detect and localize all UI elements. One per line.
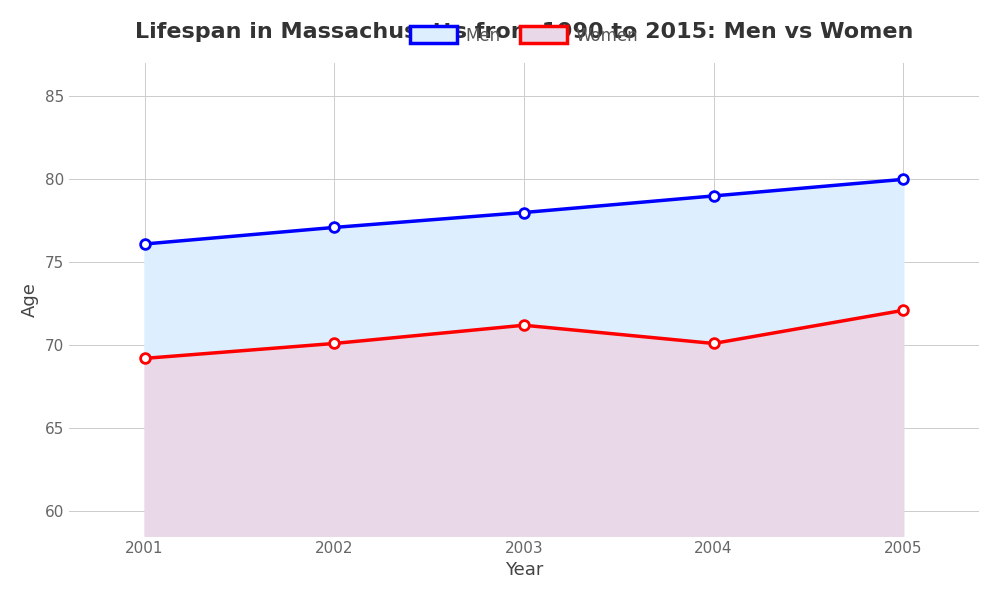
Title: Lifespan in Massachusetts from 1990 to 2015: Men vs Women: Lifespan in Massachusetts from 1990 to 2… [135, 22, 913, 43]
Y-axis label: Age: Age [21, 282, 39, 317]
X-axis label: Year: Year [505, 561, 543, 579]
Legend: Men, Women: Men, Women [403, 20, 644, 51]
